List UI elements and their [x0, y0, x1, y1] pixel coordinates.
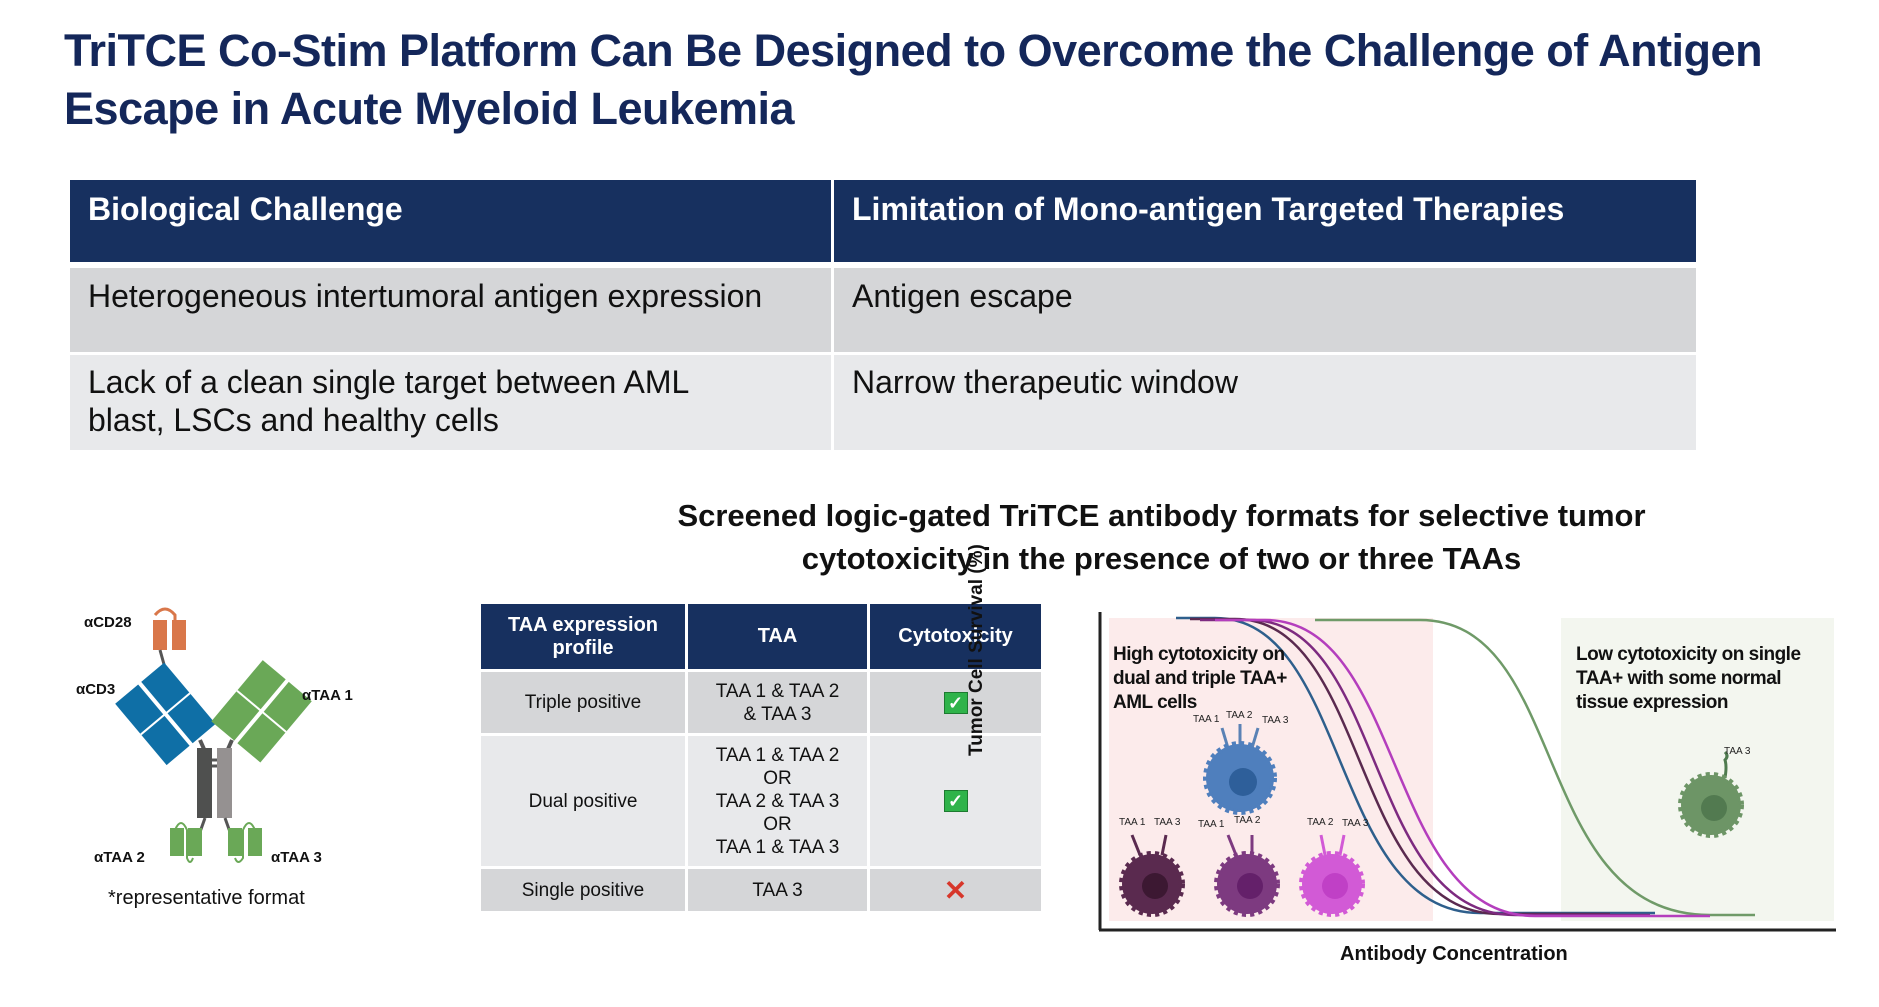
- taa-line: TAA 2 & TAA 3: [715, 790, 840, 812]
- x-axis-label: Antibody Concentration: [1340, 943, 1568, 965]
- cell-label: TAA 1: [1193, 714, 1220, 725]
- taa-line: OR: [763, 813, 792, 835]
- taa-line: TAA 1 & TAA 3: [715, 836, 840, 858]
- challenge-table: Biological Challenge Limitation of Mono-…: [70, 180, 1696, 450]
- table-row: Heterogeneous intertumoral antigen expre…: [70, 262, 1696, 352]
- table-row: Single positive TAA 3 ✕: [481, 869, 1041, 911]
- table-cell: Antigen escape: [834, 268, 1696, 352]
- table-header: TAA expression profile TAA Cytotoxicity: [481, 604, 1041, 669]
- taa3-label: αTAA 3: [271, 849, 322, 866]
- cytotoxicity-cell: ✕: [870, 869, 1041, 911]
- cell-label: TAA 3: [1724, 746, 1751, 757]
- curve-purple: [1200, 618, 1650, 917]
- taa-line: TAA 1 & TAA 2: [715, 680, 840, 702]
- header-cell: Biological Challenge: [70, 180, 831, 262]
- taa-cell: TAA 1 & TAA 2 & TAA 3: [688, 672, 867, 733]
- format-table: TAA expression profile TAA Cytotoxicity …: [481, 604, 1041, 914]
- cell-label: TAA 2: [1226, 710, 1253, 721]
- profile-cell: Triple positive: [481, 672, 685, 733]
- taa3-domain: [223, 817, 262, 863]
- antibody-diagram: [115, 607, 312, 863]
- table-row: Lack of a clean single target between AM…: [70, 352, 1696, 450]
- curve-blue: [1176, 616, 1655, 915]
- cd28-domain: [153, 607, 187, 669]
- dual-positive-cell-icon: [1299, 834, 1365, 917]
- header-cell: TAA expression profile: [481, 604, 685, 669]
- cell-label: TAA 3: [1154, 817, 1181, 828]
- dual-positive-cell-icon: [1119, 834, 1185, 917]
- cell-label: TAA 1: [1119, 817, 1146, 828]
- dual-positive-cell-icon: [1214, 834, 1280, 917]
- header-cell: Cytotoxicity: [870, 604, 1041, 669]
- cell-label: TAA 1: [1198, 819, 1225, 830]
- table-cell: Narrow therapeutic window: [834, 355, 1696, 450]
- cell-label: TAA 3: [1342, 818, 1369, 829]
- taa1-label: αTAA 1: [302, 687, 353, 704]
- cell-label: TAA 2: [1234, 815, 1261, 826]
- profile-cell: Single positive: [481, 869, 685, 911]
- table-cell: Lack of a clean single target between AM…: [70, 355, 831, 450]
- taa-line: TAA 1 & TAA 2: [715, 744, 840, 766]
- table-header: Biological Challenge Limitation of Mono-…: [70, 180, 1696, 262]
- page-title: TriTCE Co-Stim Platform Can Be Designed …: [64, 25, 1763, 134]
- cytotoxicity-cell: ✓: [870, 736, 1041, 866]
- profile-cell: Dual positive: [481, 736, 685, 866]
- cytotoxicity-curve-diagram: [1098, 612, 1836, 932]
- x-icon: ✕: [943, 874, 968, 906]
- table-row: Triple positive TAA 1 & TAA 2 & TAA 3 ✓: [481, 672, 1041, 733]
- check-icon: ✓: [943, 790, 968, 812]
- header-cell: TAA: [688, 604, 867, 669]
- single-taa-curve: [1315, 618, 1755, 917]
- section-subtitle: Screened logic-gated TriTCE antibody for…: [677, 498, 1646, 576]
- low-cytotoxicity-note: Low cytotoxicity on single TAA+ with som…: [1576, 644, 1801, 713]
- taa2-domain: [170, 817, 207, 863]
- curve-magenta: [1215, 618, 1710, 918]
- fc-heavy-chain-light: [217, 748, 232, 818]
- single-positive-cell-icon: [1678, 750, 1744, 838]
- header-cell: Limitation of Mono-antigen Targeted Ther…: [834, 180, 1696, 262]
- cd28-label: αCD28: [84, 614, 132, 631]
- table-cell: Heterogeneous intertumoral antigen expre…: [70, 268, 831, 352]
- curve-dark-purple: [1190, 617, 1610, 916]
- y-axis-label: Tumor Cell Survival (%): [966, 544, 987, 756]
- taa-line: & TAA 3: [743, 703, 812, 725]
- diagram-caption: *representative format: [108, 887, 305, 909]
- taa-line: OR: [763, 767, 792, 789]
- taa-cell: TAA 3: [688, 869, 867, 911]
- fc-heavy-chain-dark: [197, 748, 212, 818]
- table-row: Dual positive TAA 1 & TAA 2 OR TAA 2 & T…: [481, 736, 1041, 866]
- triple-positive-cell-icon: [1203, 724, 1277, 815]
- check-icon: ✓: [943, 691, 968, 714]
- low-cytotoxicity-region: [1561, 618, 1834, 921]
- cd3-label: αCD3: [76, 681, 116, 698]
- taa1-domain: [211, 660, 312, 763]
- taa2-label: αTAA 2: [94, 849, 145, 866]
- high-cytotoxicity-note: High cytotoxicity on dual and triple TAA…: [1113, 644, 1287, 713]
- cell-label: TAA 3: [1262, 715, 1289, 726]
- cell-label: TAA 2: [1307, 817, 1334, 828]
- taa-cell: TAA 1 & TAA 2 OR TAA 2 & TAA 3 OR TAA 1 …: [688, 736, 867, 866]
- cytotoxicity-cell: ✓: [870, 672, 1041, 733]
- cd3-domain: [115, 662, 216, 766]
